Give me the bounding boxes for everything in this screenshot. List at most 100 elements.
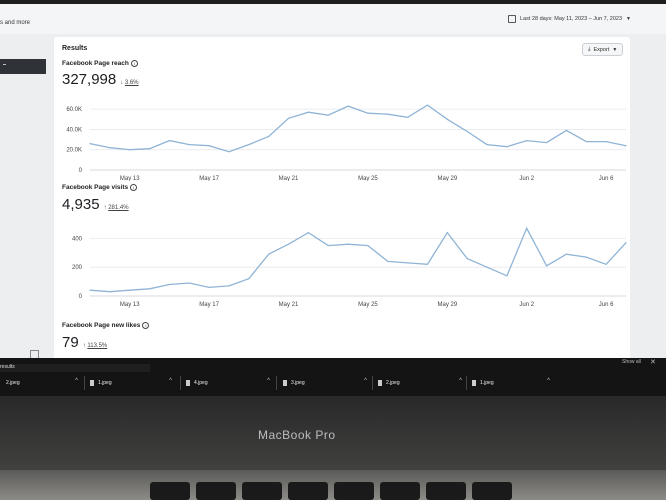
data-point[interactable] [407, 116, 409, 118]
y-tick-label: 0 [79, 294, 83, 300]
data-point[interactable] [307, 111, 309, 113]
chevron-up-icon[interactable]: ^ [364, 378, 367, 384]
data-point[interactable] [208, 286, 210, 288]
data-point[interactable] [387, 260, 389, 263]
data-point[interactable] [188, 282, 190, 284]
data-point[interactable] [387, 113, 389, 115]
export-button[interactable]: ⤓ Export ▼ [582, 43, 624, 56]
results-panel: Results ⤓ Export ▼ Facebook Page reach i … [54, 37, 630, 367]
data-point[interactable] [506, 146, 508, 148]
data-point[interactable] [446, 118, 448, 120]
chevron-up-icon[interactable]: ^ [547, 378, 550, 384]
y-tick-label: 400 [72, 236, 83, 242]
data-point[interactable] [526, 227, 528, 229]
data-point[interactable] [545, 265, 548, 267]
data-point[interactable] [168, 139, 171, 142]
info-icon[interactable]: i [130, 184, 138, 191]
sidebar-selected-item[interactable] [0, 59, 46, 74]
download-item[interactable]: 1.jpeg ^ [90, 373, 172, 393]
data-point[interactable] [89, 143, 91, 145]
download-item[interactable]: 1.jpeg ^ [472, 373, 550, 393]
data-point[interactable] [307, 232, 309, 234]
keyboard-key [380, 482, 420, 500]
data-point[interactable] [148, 148, 151, 150]
keyboard-key [426, 482, 466, 500]
x-tick-label: Jun 2 [519, 176, 534, 181]
date-range-label: Last 28 days: May 11, 2023 – Jun 7, 2023 [520, 16, 623, 22]
download-item[interactable]: 3.jpeg ^ [283, 373, 367, 393]
results-title: Results [62, 45, 88, 52]
x-tick-label: May 29 [437, 302, 457, 308]
download-bar-header: results [0, 364, 150, 372]
data-point[interactable] [327, 114, 329, 116]
data-point[interactable] [347, 243, 349, 245]
data-point[interactable] [466, 257, 468, 260]
keyboard-key [242, 482, 282, 500]
data-point[interactable] [168, 283, 171, 286]
data-point[interactable] [268, 253, 270, 255]
data-point[interactable] [565, 129, 568, 132]
data-point[interactable] [625, 145, 627, 147]
data-point[interactable] [605, 141, 607, 143]
data-point[interactable] [466, 130, 468, 133]
data-point[interactable] [407, 262, 409, 264]
data-point[interactable] [89, 289, 91, 291]
data-point[interactable] [208, 145, 210, 147]
data-point[interactable] [426, 104, 429, 106]
data-point[interactable] [228, 285, 230, 287]
x-tick-label: May 13 [120, 176, 140, 181]
file-icon [186, 380, 190, 386]
data-point[interactable] [605, 263, 607, 265]
data-point[interactable] [367, 245, 369, 247]
series-line [89, 104, 627, 153]
data-point[interactable] [327, 245, 329, 247]
date-range-selector[interactable]: Last 28 days: May 11, 2023 – Jun 7, 2023… [508, 15, 631, 23]
data-point[interactable] [109, 147, 111, 149]
reach-label: Facebook Page reach i [62, 60, 138, 67]
data-point[interactable] [287, 117, 290, 119]
data-point[interactable] [625, 242, 627, 244]
data-point[interactable] [268, 135, 270, 138]
chevron-up-icon[interactable]: ^ [267, 378, 270, 384]
data-point[interactable] [347, 105, 349, 107]
download-item[interactable]: 2.jpeg ^ [6, 378, 78, 386]
data-point[interactable] [188, 144, 190, 146]
data-point[interactable] [585, 141, 587, 143]
data-point[interactable] [228, 151, 230, 153]
data-point[interactable] [248, 278, 250, 280]
chevron-up-icon[interactable]: ^ [169, 378, 172, 384]
breadcrumb: s and more [0, 20, 31, 26]
data-point[interactable] [148, 288, 151, 290]
y-tick-label: 20.0K [66, 148, 82, 154]
data-point[interactable] [426, 263, 429, 265]
data-point[interactable] [486, 144, 488, 146]
data-point[interactable] [129, 149, 131, 151]
data-point[interactable] [248, 144, 250, 146]
data-point[interactable] [526, 139, 528, 142]
info-icon[interactable]: i [130, 60, 138, 67]
file-icon [90, 380, 94, 386]
info-icon[interactable]: i [142, 322, 150, 329]
data-point[interactable] [367, 112, 369, 114]
data-point[interactable] [446, 232, 448, 234]
chevron-up-icon[interactable]: ^ [459, 378, 462, 384]
chevron-up-icon[interactable]: ^ [75, 378, 78, 384]
data-point[interactable] [506, 275, 508, 277]
show-all-link[interactable]: Show all [622, 359, 641, 365]
data-point[interactable] [287, 243, 290, 245]
data-point[interactable] [486, 266, 488, 268]
data-point[interactable] [585, 256, 587, 258]
x-tick-label: May 29 [437, 176, 457, 181]
data-point[interactable] [109, 291, 111, 293]
download-item[interactable]: 2.jpeg ^ [378, 373, 462, 393]
download-item[interactable]: 4.jpeg ^ [186, 373, 270, 393]
data-point[interactable] [129, 289, 131, 291]
reach-chart: 60.0K 40.0K 20.0K 0 May 13 May 17 May 21 May 25… [66, 104, 627, 181]
data-point[interactable] [565, 253, 568, 255]
download-bar: results Show all ✕ 2.jpeg ^ 1.jpeg ^ 4.jpe… [0, 358, 666, 396]
data-point[interactable] [545, 142, 548, 144]
keyboard-key [288, 482, 328, 500]
y-tick-label: 40.0K [66, 127, 82, 133]
visits-chart: 400 200 0 May 13 May 17 May 21 May 25 May 29 Jun… [72, 226, 627, 308]
close-icon[interactable]: ✕ [650, 359, 656, 366]
